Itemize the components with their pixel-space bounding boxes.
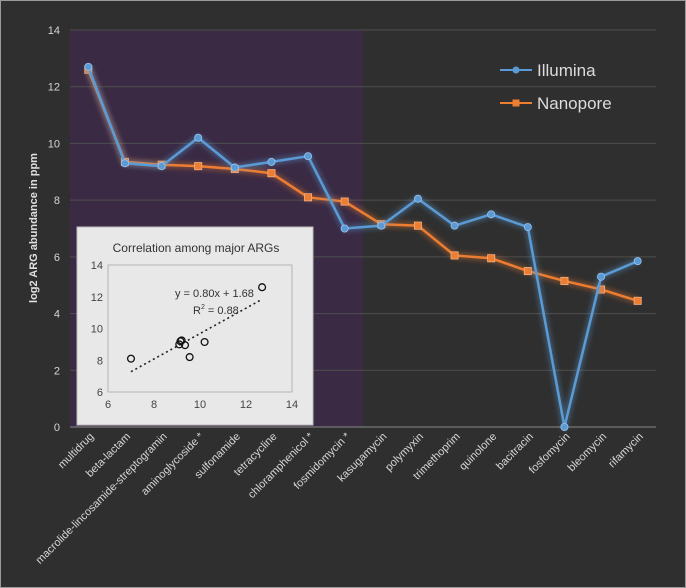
inset-x-tick-14: 14 (286, 399, 298, 411)
inset-r-squared: R2 = 0.88 (193, 304, 239, 317)
inset-y-tick-6: 6 (97, 387, 103, 399)
point-illumina-quinolone (487, 210, 496, 219)
point-illumina-bacitracin (523, 223, 532, 232)
inset-equation: y = 0.80x + 1.68 (175, 288, 254, 300)
point-illumina-kasugamycin (377, 221, 386, 230)
legend-label-nanopore: Nanopore (537, 94, 612, 113)
inset-y-tick-14: 14 (91, 260, 103, 272)
y-tick-label-14: 14 (48, 25, 60, 37)
inset-point-6 (200, 337, 209, 347)
y-tick-label-10: 10 (48, 138, 60, 150)
inset-point-5 (185, 353, 194, 362)
y-tick-label-8: 8 (54, 195, 60, 207)
inset-x-axis-ticks: 6 8 10 12 14 (105, 399, 298, 411)
y-tick-label-0: 0 (54, 422, 60, 434)
point-illumina-rifamycin (633, 257, 642, 266)
y-tick-label-4: 4 (54, 309, 60, 321)
y-tick-label-2: 2 (54, 365, 60, 377)
legend: Illumina Nanopore (500, 61, 612, 113)
point-illumina-chloramphenicol (304, 152, 313, 161)
inset-point-0 (126, 354, 136, 363)
point-illumina-trimethoprim (450, 221, 459, 230)
series-layer (84, 62, 642, 431)
point-nanopore-tetracycline (267, 169, 276, 178)
point-illumina-polymyxin (413, 194, 422, 203)
inset-point-4 (181, 341, 190, 350)
point-nanopore-quinolone (487, 254, 496, 263)
point-illumina-beta-lactam (120, 159, 129, 168)
point-nanopore-rifamycin (633, 296, 642, 305)
inset-x-tick-12: 12 (240, 399, 252, 411)
legend-marker-nanopore (512, 99, 520, 107)
point-nanopore-aminoglycoside (194, 162, 203, 171)
y-tick-label-6: 6 (54, 252, 60, 264)
inset-r-squared-exponent: 2 (201, 304, 205, 311)
inset-y-tick-10: 10 (91, 324, 103, 336)
inset-x-tick-8: 8 (151, 399, 157, 411)
inset-r-squared-symbol: R (193, 305, 201, 317)
point-illumina-macrolide-lincosamide-streptogramin (157, 162, 166, 171)
y-axis-ticks: 0 2 4 6 8 10 12 14 (48, 25, 60, 434)
inset-point-7 (258, 283, 267, 292)
point-nanopore-polymyxin (413, 221, 422, 230)
inset-y-tick-12: 12 (91, 292, 103, 304)
series-line-nanopore (87, 69, 639, 303)
point-illumina-fosfomycin (560, 422, 569, 431)
legend-item-illumina: Illumina (500, 61, 596, 80)
point-nanopore-chloramphenicol (304, 193, 313, 202)
inset-plot-area (107, 264, 293, 393)
inset-x-tick-6: 6 (105, 399, 111, 411)
series-line-illumina (87, 66, 639, 429)
point-illumina-aminoglycoside (194, 133, 203, 142)
inset-background (76, 226, 314, 426)
legend-item-nanopore: Nanopore (500, 94, 612, 113)
inset-points (126, 283, 267, 363)
inset-x-tick-10: 10 (194, 399, 206, 411)
point-nanopore-bacitracin (523, 267, 532, 276)
point-nanopore-fosfomycin (560, 276, 569, 285)
point-illumina-bleomycin (597, 272, 606, 281)
inset-title: Correlation among major ARGs (113, 241, 280, 255)
point-nanopore-trimethoprim (450, 251, 459, 260)
y-axis-label: log2 ARG abundance in ppm (28, 153, 40, 303)
inset-r-squared-value: = 0.88 (205, 305, 239, 317)
point-illumina-tetracycline (267, 157, 276, 166)
inset-correlation-chart: Correlation among major ARGs 6 8 10 12 14 6 8… (76, 226, 314, 426)
y-tick-label-12: 12 (48, 82, 60, 94)
point-illumina-sulfonamide (230, 163, 239, 172)
point-nanopore-fosmidomycin (340, 197, 349, 206)
legend-label-illumina: Illumina (537, 61, 596, 80)
inset-y-axis-ticks: 6 8 10 12 14 (91, 260, 103, 399)
point-illumina-multidrug (84, 62, 93, 71)
point-illumina-fosmidomycin (340, 224, 349, 233)
legend-marker-illumina (512, 66, 520, 74)
inset-y-tick-8: 8 (97, 355, 103, 367)
